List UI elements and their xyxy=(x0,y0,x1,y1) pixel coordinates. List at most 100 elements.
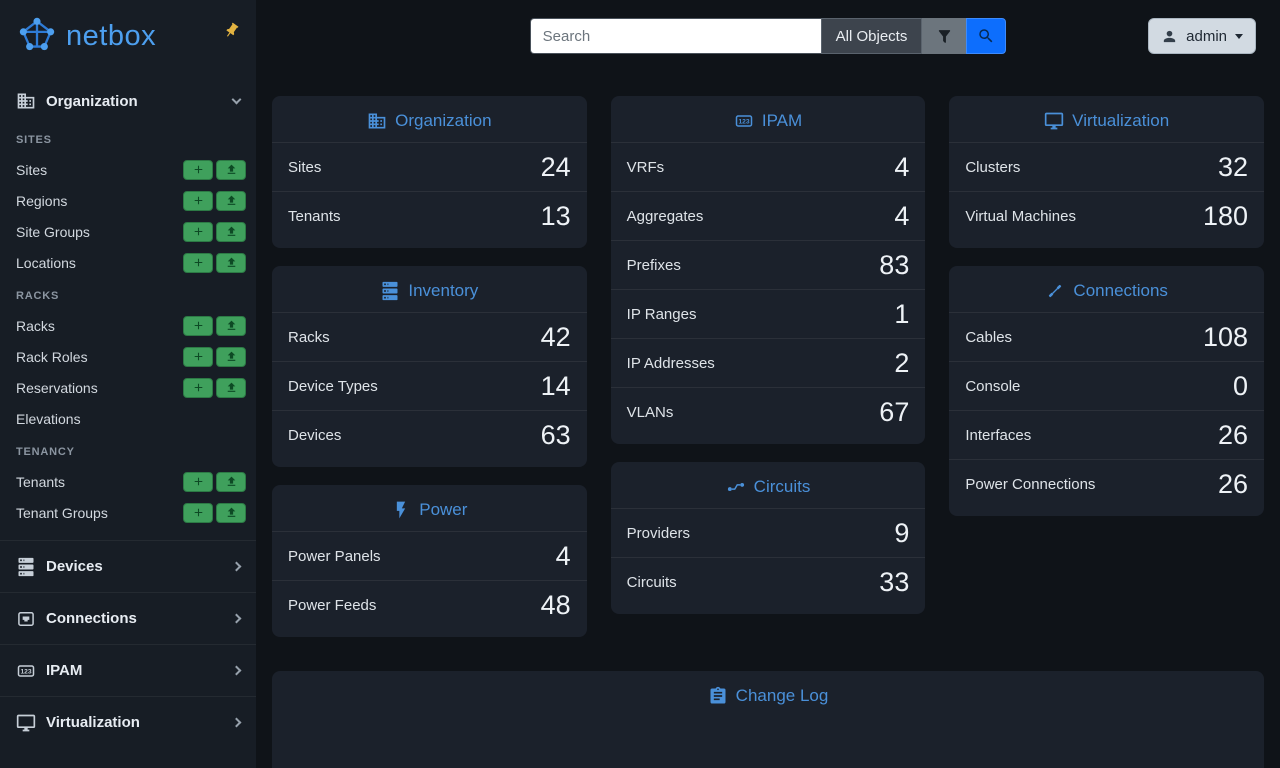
stat-label[interactable]: Cables xyxy=(965,328,1013,346)
import-button[interactable] xyxy=(216,315,246,336)
stat-value[interactable]: 83 xyxy=(879,249,910,280)
search-submit-button[interactable] xyxy=(966,18,1007,54)
user-menu-button[interactable]: admin xyxy=(1148,18,1256,54)
card-title[interactable]: Inventory xyxy=(272,266,587,312)
stat-label[interactable]: Aggregates xyxy=(626,207,704,225)
add-button[interactable] xyxy=(183,377,213,398)
stat-value[interactable]: 26 xyxy=(1217,468,1249,499)
sidebar-menu-devices[interactable]: Devices xyxy=(0,540,256,592)
stat-label[interactable]: Clusters xyxy=(965,158,1021,176)
search-input[interactable] xyxy=(529,18,821,54)
netbox-logo-icon xyxy=(16,14,58,59)
stat-value[interactable]: 0 xyxy=(1232,370,1249,401)
sidebar-item-tenant-groups[interactable]: Tenant Groups xyxy=(0,497,256,528)
card-title[interactable]: Change Log xyxy=(272,671,1264,717)
import-button[interactable] xyxy=(216,377,246,398)
stat-value[interactable]: 67 xyxy=(879,396,910,427)
add-button[interactable] xyxy=(183,346,213,367)
card-title[interactable]: 123 IPAM xyxy=(611,96,926,142)
stat-value[interactable]: 26 xyxy=(1217,419,1249,450)
stat-label[interactable]: Circuits xyxy=(626,573,677,591)
card-title[interactable]: Circuits xyxy=(611,462,926,508)
sidebar-item-locations[interactable]: Locations xyxy=(0,247,256,278)
add-button[interactable] xyxy=(183,471,213,492)
stat-label[interactable]: Device Types xyxy=(288,377,378,395)
add-button[interactable] xyxy=(183,159,213,180)
stat-value[interactable]: 9 xyxy=(894,517,910,548)
stat-value[interactable]: 14 xyxy=(540,370,571,401)
stat-label[interactable]: Interfaces xyxy=(965,426,1032,444)
card-title[interactable]: Connections xyxy=(949,266,1264,312)
stat-value[interactable]: 4 xyxy=(555,540,571,571)
import-button[interactable] xyxy=(216,190,246,211)
stat-value[interactable]: 24 xyxy=(540,151,571,182)
sidebar-menu-ipam[interactable]: 123 IPAM xyxy=(0,644,256,696)
stat-label[interactable]: Power Feeds xyxy=(288,596,377,614)
add-button[interactable] xyxy=(183,315,213,336)
import-button[interactable] xyxy=(216,471,246,492)
stat-value[interactable]: 4 xyxy=(894,200,910,231)
stat-value[interactable]: 13 xyxy=(540,200,571,231)
stat-value[interactable]: 33 xyxy=(879,566,910,597)
add-button[interactable] xyxy=(183,502,213,523)
stat-label[interactable]: Power Connections xyxy=(965,475,1096,493)
stat-label[interactable]: VRFs xyxy=(626,158,665,176)
stat-label[interactable]: Power Panels xyxy=(288,547,381,565)
add-button[interactable] xyxy=(183,190,213,211)
ethernet-port-icon xyxy=(16,609,36,629)
stat-label[interactable]: Prefixes xyxy=(626,256,681,274)
section-title-sites: SITES xyxy=(16,134,52,146)
stat-value[interactable]: 48 xyxy=(540,589,571,620)
stat-value[interactable]: 180 xyxy=(1202,200,1249,231)
import-button[interactable] xyxy=(216,221,246,242)
stat-value[interactable]: 2 xyxy=(894,347,910,378)
server-icon xyxy=(16,557,36,577)
sidebar-item-racks[interactable]: Racks xyxy=(0,310,256,341)
stat-row: Aggregates 4 xyxy=(610,191,926,240)
sidebar-item-sites[interactable]: Sites xyxy=(0,154,256,185)
sidebar-item-label: Elevations xyxy=(16,410,81,427)
add-button[interactable] xyxy=(183,252,213,273)
stat-value[interactable]: 42 xyxy=(540,321,571,352)
sidebar-item-rack-roles[interactable]: Rack Roles xyxy=(0,341,256,372)
stat-label[interactable]: IP Addresses xyxy=(626,354,715,372)
netbox-logo[interactable]: netbox xyxy=(16,14,156,59)
stat-label[interactable]: Tenants xyxy=(288,207,341,225)
card-title[interactable]: Organization xyxy=(272,96,587,142)
upload-icon xyxy=(227,476,235,486)
clipboard-icon xyxy=(708,686,728,706)
stat-label[interactable]: VLANs xyxy=(626,403,674,421)
stat-label[interactable]: Devices xyxy=(288,426,342,444)
stat-label[interactable]: Virtual Machines xyxy=(965,207,1076,225)
sidebar-item-reservations[interactable]: Reservations xyxy=(0,372,256,403)
import-button[interactable] xyxy=(216,502,246,523)
stat-value[interactable]: 108 xyxy=(1202,321,1249,352)
stat-value[interactable]: 1 xyxy=(894,298,910,329)
stat-label[interactable]: IP Ranges xyxy=(626,305,697,323)
card-title[interactable]: Power xyxy=(272,485,587,531)
stat-label[interactable]: Console xyxy=(965,377,1021,395)
stat-value[interactable]: 4 xyxy=(894,151,910,182)
card-title[interactable]: Virtualization xyxy=(949,96,1264,142)
stat-value[interactable]: 32 xyxy=(1217,151,1249,182)
pin-sidebar-button[interactable] xyxy=(221,20,242,44)
import-button[interactable] xyxy=(216,346,246,367)
stat-label[interactable]: Racks xyxy=(288,328,330,346)
sidebar-item-elevations[interactable]: Elevations xyxy=(0,403,256,434)
sidebar-item-site-groups[interactable]: Site Groups xyxy=(0,216,256,247)
sidebar-item-regions[interactable]: Regions xyxy=(0,185,256,216)
sidebar-menu-connections[interactable]: Connections xyxy=(0,592,256,644)
sidebar-menu-virtualization[interactable]: Virtualization xyxy=(0,696,256,748)
stat-value[interactable]: 63 xyxy=(540,419,571,450)
filter-button[interactable] xyxy=(922,18,967,54)
sidebar-item-label: Site Groups xyxy=(16,223,90,240)
stat-label[interactable]: Providers xyxy=(626,524,691,542)
import-button[interactable] xyxy=(216,252,246,273)
stat-label[interactable]: Sites xyxy=(288,158,322,176)
sidebar-item-tenants[interactable]: Tenants xyxy=(0,466,256,497)
search-scope-button[interactable]: All Objects xyxy=(820,18,923,54)
import-button[interactable] xyxy=(216,159,246,180)
sidebar-menu-organization[interactable]: Organization xyxy=(0,80,256,122)
add-button[interactable] xyxy=(183,221,213,242)
sidebar-menu-label: Devices xyxy=(46,558,103,575)
